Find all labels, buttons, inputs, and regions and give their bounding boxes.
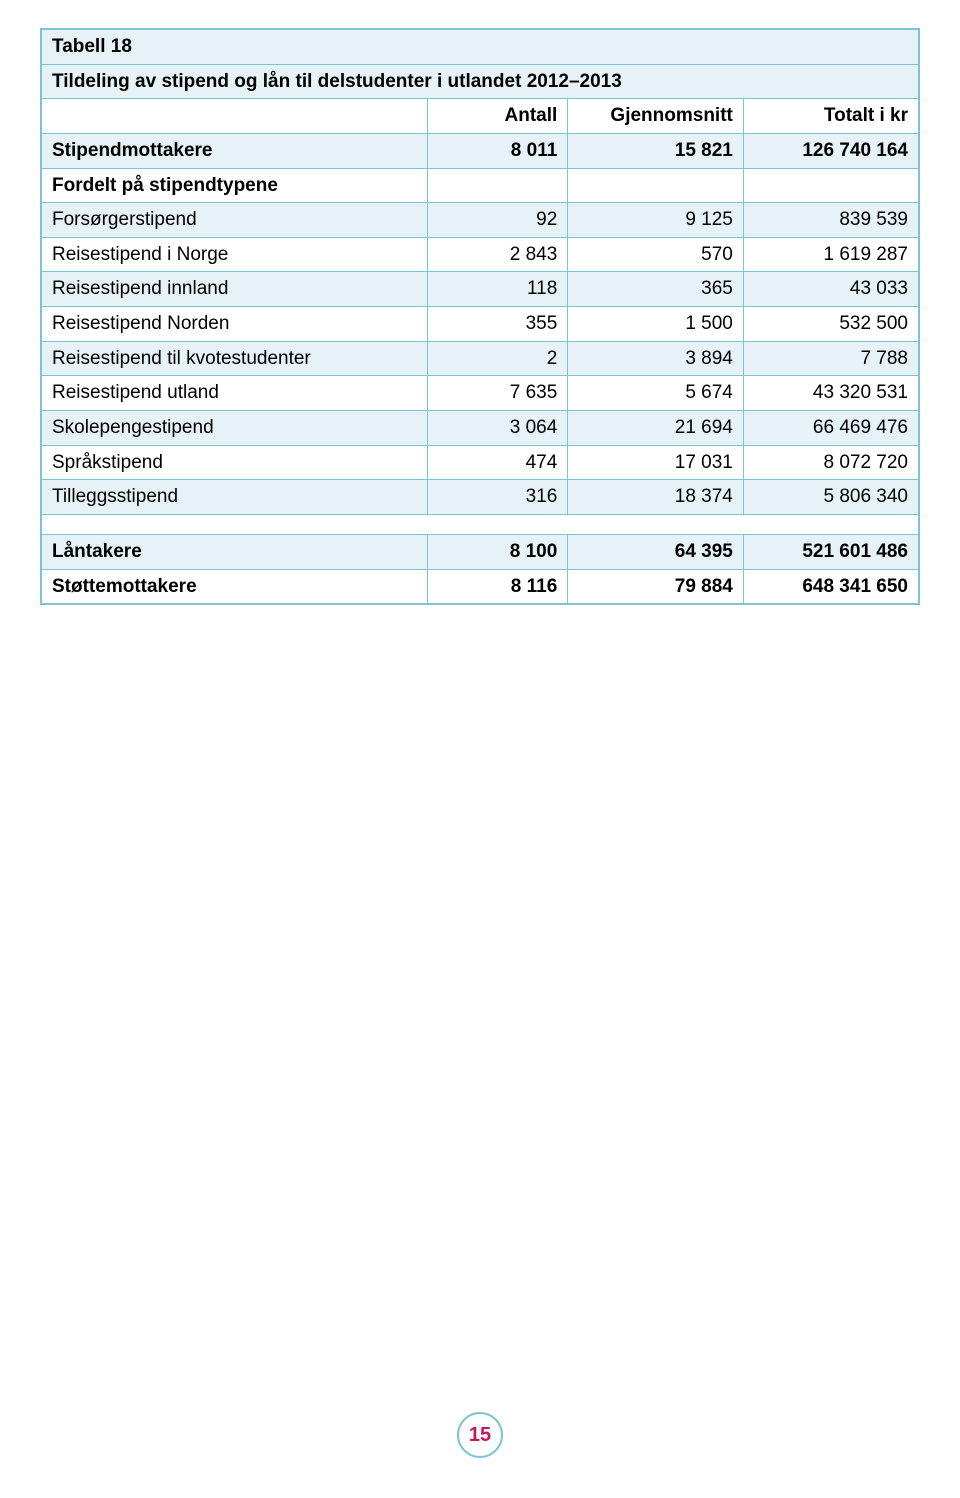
row-value: [427, 168, 567, 203]
table-row: Reisestipend utland7 6355 67443 320 531: [41, 376, 919, 411]
row-value: 2: [427, 341, 567, 376]
row-value: 3 064: [427, 411, 567, 446]
table-caption: Tabell 18: [41, 29, 919, 64]
row-value: 43 320 531: [743, 376, 919, 411]
row-value: 18 374: [568, 480, 744, 515]
row-value: 64 395: [568, 534, 744, 569]
page-number-wrap: 15: [0, 1412, 960, 1458]
row-label: Forsørgerstipend: [41, 203, 427, 238]
row-label: Tilleggsstipend: [41, 480, 427, 515]
row-value: 1 619 287: [743, 237, 919, 272]
row-value: 15 821: [568, 133, 744, 168]
column-header: Gjennomsnitt: [568, 99, 744, 134]
row-label: Låntakere: [41, 534, 427, 569]
row-value: 2 843: [427, 237, 567, 272]
row-value: 17 031: [568, 445, 744, 480]
table-row: Skolepengestipend3 06421 69466 469 476: [41, 411, 919, 446]
row-value: 126 740 164: [743, 133, 919, 168]
row-value: 3 894: [568, 341, 744, 376]
row-value: 570: [568, 237, 744, 272]
row-label: Stipendmottakere: [41, 133, 427, 168]
row-value: 5 674: [568, 376, 744, 411]
row-value: 355: [427, 307, 567, 342]
row-label: Skolepengestipend: [41, 411, 427, 446]
row-label: Reisestipend til kvotestudenter: [41, 341, 427, 376]
row-value: 5 806 340: [743, 480, 919, 515]
row-value: 8 011: [427, 133, 567, 168]
row-value: 365: [568, 272, 744, 307]
row-value: 9 125: [568, 203, 744, 238]
row-value: 532 500: [743, 307, 919, 342]
row-value: 8 100: [427, 534, 567, 569]
row-value: 79 884: [568, 569, 744, 604]
row-value: 118: [427, 272, 567, 307]
table-footer-row: Låntakere8 10064 395521 601 486: [41, 534, 919, 569]
row-value: [743, 168, 919, 203]
table-subtitle: Tildeling av stipend og lån til delstude…: [41, 64, 919, 99]
row-label: Reisestipend Norden: [41, 307, 427, 342]
row-value: 839 539: [743, 203, 919, 238]
table-row: Stipendmottakere8 01115 821126 740 164: [41, 133, 919, 168]
row-value: [568, 168, 744, 203]
row-value: 7 788: [743, 341, 919, 376]
table-row: Fordelt på stipendtypene: [41, 168, 919, 203]
row-value: 92: [427, 203, 567, 238]
row-value: 316: [427, 480, 567, 515]
table-footer-row: Støttemottakere8 11679 884648 341 650: [41, 569, 919, 604]
table-row: Forsørgerstipend929 125839 539: [41, 203, 919, 238]
row-value: 8 072 720: [743, 445, 919, 480]
page-number: 15: [457, 1412, 503, 1458]
row-value: 8 116: [427, 569, 567, 604]
row-value: 648 341 650: [743, 569, 919, 604]
column-header: Antall: [427, 99, 567, 134]
table-row: Reisestipend Norden3551 500532 500: [41, 307, 919, 342]
table-row: Reisestipend i Norge2 8435701 619 287: [41, 237, 919, 272]
table-row: Reisestipend til kvotestudenter23 8947 7…: [41, 341, 919, 376]
column-header: Totalt i kr: [743, 99, 919, 134]
row-label: Reisestipend innland: [41, 272, 427, 307]
row-value: 21 694: [568, 411, 744, 446]
row-value: 43 033: [743, 272, 919, 307]
stipend-table: Tabell 18Tildeling av stipend og lån til…: [40, 28, 920, 605]
row-label: Støttemottakere: [41, 569, 427, 604]
row-value: 7 635: [427, 376, 567, 411]
row-label: Språkstipend: [41, 445, 427, 480]
row-value: 521 601 486: [743, 534, 919, 569]
row-value: 474: [427, 445, 567, 480]
column-header: [41, 99, 427, 134]
table-row: Reisestipend innland11836543 033: [41, 272, 919, 307]
table-row: Språkstipend47417 0318 072 720: [41, 445, 919, 480]
row-value: 66 469 476: [743, 411, 919, 446]
table-row: Tilleggsstipend31618 3745 806 340: [41, 480, 919, 515]
row-label: Reisestipend i Norge: [41, 237, 427, 272]
row-value: 1 500: [568, 307, 744, 342]
row-label: Fordelt på stipendtypene: [41, 168, 427, 203]
row-label: Reisestipend utland: [41, 376, 427, 411]
